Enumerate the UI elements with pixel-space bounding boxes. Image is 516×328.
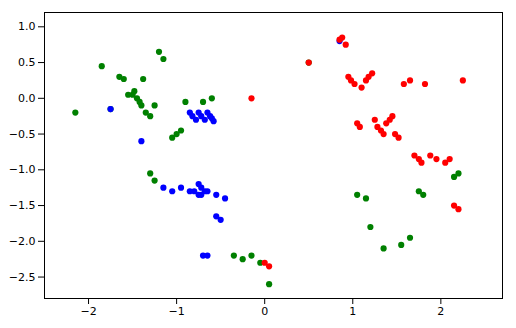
svg-text:−2.0: −2.0 [9, 235, 36, 248]
svg-text:−1.5: −1.5 [9, 199, 36, 212]
svg-text:−1.0: −1.0 [9, 163, 36, 176]
svg-text:−2: −2 [80, 305, 96, 318]
svg-text:2: 2 [437, 305, 444, 318]
svg-text:0.0: 0.0 [18, 92, 36, 105]
svg-text:1: 1 [349, 305, 356, 318]
svg-text:1.0: 1.0 [18, 20, 36, 33]
svg-text:−1: −1 [169, 305, 185, 318]
svg-text:0: 0 [261, 305, 268, 318]
svg-text:−0.5: −0.5 [9, 128, 36, 141]
svg-text:0.5: 0.5 [18, 56, 36, 69]
svg-text:−2.5: −2.5 [9, 271, 36, 284]
